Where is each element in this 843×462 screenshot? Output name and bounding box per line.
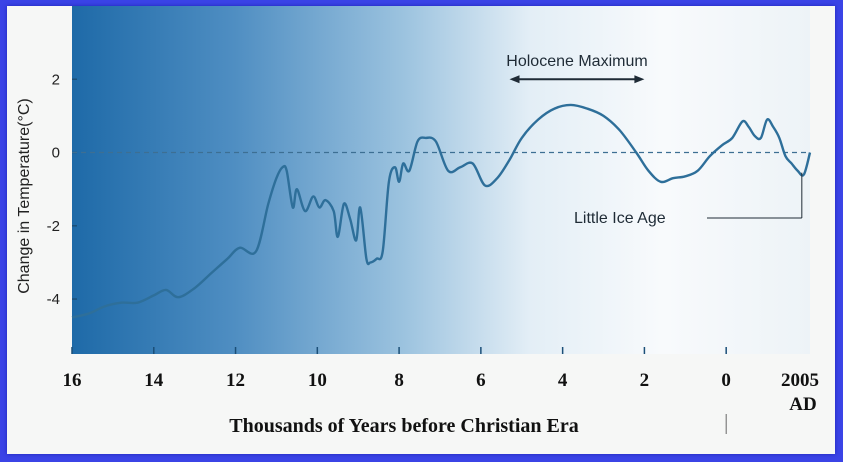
x-tick-label: 12 [226, 370, 245, 391]
y-tick-label: -4 [47, 291, 60, 308]
x-end-label: 2005 [781, 370, 819, 391]
chart-figure: 2 0 -2 -4 16 14 12 10 8 6 4 2 0 Change in Temperatur… [7, 6, 835, 454]
y-tick-label: 0 [52, 145, 60, 162]
x-tick-label: 8 [394, 370, 404, 391]
x-tick-label: 14 [144, 370, 164, 391]
x-end-sublabel: AD [789, 394, 816, 415]
little-ice-age-label: Little Ice Age [574, 210, 666, 227]
x-tick-label: 4 [558, 370, 568, 391]
x-tick-label: 2 [640, 370, 650, 391]
holocene-arrowhead-right [634, 75, 645, 84]
x-axis-title: Thousands of Years before Christian Era [229, 415, 578, 437]
x-tick-label: 6 [476, 370, 486, 391]
y-tick-label: 2 [52, 71, 60, 88]
temperature-series-line [71, 103, 812, 319]
temperature-chart: 2 0 -2 -4 16 14 12 10 8 6 4 2 0 Change in Temperatur… [16, 6, 819, 437]
x-tick-label: 10 [308, 370, 327, 391]
x-tick-label: 0 [721, 370, 731, 391]
holocene-maximum-label: Holocene Maximum [506, 53, 647, 70]
plot-area [72, 6, 810, 354]
holocene-arrowhead-left [509, 75, 520, 84]
y-tick-label: -2 [47, 218, 60, 235]
x-tick-label: 16 [63, 370, 82, 391]
y-axis-title: Change in Temperature(°C) [16, 98, 33, 294]
